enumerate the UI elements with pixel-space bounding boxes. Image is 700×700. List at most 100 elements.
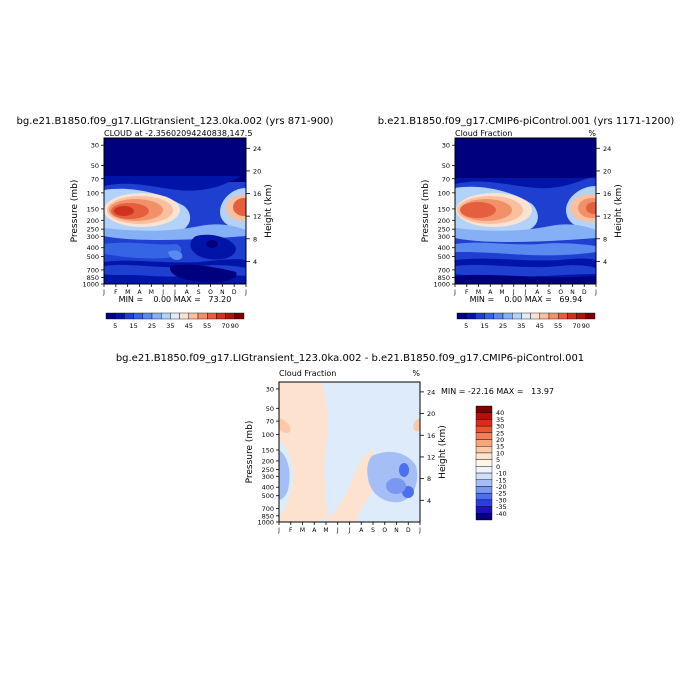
colorbar-label: 30 bbox=[496, 423, 504, 431]
colorbar-swatch bbox=[188, 312, 199, 320]
panel-a-top-band bbox=[104, 138, 246, 176]
pressure-tick-label: 250 bbox=[262, 466, 274, 474]
panel-b-upper-boundary bbox=[455, 176, 596, 189]
pressure-tick-label: 70 bbox=[266, 418, 274, 426]
month-tick-label: J bbox=[418, 527, 421, 534]
panel-a-mid-dark-core bbox=[206, 240, 218, 248]
height-tick-label: 8 bbox=[253, 235, 257, 243]
month-tick-label: J bbox=[102, 289, 105, 296]
colorbar-swatch bbox=[475, 425, 493, 434]
panel-a-mid-blob-1 bbox=[104, 242, 182, 259]
colorbar-label: 5 bbox=[496, 456, 500, 464]
colorbar-swatch bbox=[484, 312, 495, 320]
pressure-tick-label: 700 bbox=[438, 266, 450, 274]
colorbar-swatch bbox=[576, 312, 586, 320]
colorbar-swatch bbox=[475, 405, 493, 413]
height-tick-label: 20 bbox=[253, 167, 261, 175]
colorbar-label: 55 bbox=[203, 322, 211, 330]
month-tick-label: N bbox=[394, 527, 399, 534]
colorbar-swatch bbox=[206, 312, 217, 320]
colorbar-swatch bbox=[456, 312, 467, 320]
panel-difference: bg.e21.B1850.f09_g17.LIGtransient_123.0k… bbox=[116, 353, 584, 534]
panel-b-surface-dark bbox=[455, 274, 596, 284]
height-tick-label: 12 bbox=[427, 453, 435, 461]
colorbar-label: 55 bbox=[554, 322, 562, 330]
colorbar-label: 15 bbox=[496, 443, 504, 451]
pressure-tick-label: 1000 bbox=[257, 519, 274, 527]
panel-b-colorbar: 5 15 25 35 45 55 70 90 bbox=[456, 312, 596, 330]
month-tick-label: A bbox=[535, 289, 540, 296]
month-tick-label: S bbox=[371, 527, 375, 534]
panel-b-plot-area bbox=[455, 138, 596, 284]
month-tick-label: J bbox=[512, 289, 515, 296]
panel-c-pos-left-top bbox=[279, 418, 291, 433]
colorbar-label: 35 bbox=[496, 416, 504, 424]
colorbar-label: 45 bbox=[536, 322, 544, 330]
colorbar-swatch bbox=[475, 472, 493, 480]
panel-c-units: % bbox=[412, 369, 420, 378]
height-tick-label: 24 bbox=[603, 145, 611, 153]
colorbar-label: -30 bbox=[496, 496, 507, 504]
colorbar-swatch bbox=[475, 419, 493, 427]
panel-c-subtitle: Cloud Fraction bbox=[279, 369, 336, 378]
month-tick-label: J bbox=[453, 289, 456, 296]
pressure-tick-label: 500 bbox=[438, 253, 450, 261]
colorbar-swatch bbox=[124, 312, 134, 320]
pressure-tick-label: 30 bbox=[91, 142, 99, 150]
panel-b-pressure-label: Pressure (mb) bbox=[421, 180, 431, 243]
colorbar-swatch bbox=[114, 312, 125, 320]
colorbar-label: 25 bbox=[496, 429, 504, 437]
pressure-tick-label: 850 bbox=[262, 512, 274, 520]
pressure-tick-label: 30 bbox=[266, 385, 274, 393]
pressure-tick-label: 1000 bbox=[82, 281, 99, 289]
month-tick-label: O bbox=[208, 289, 213, 296]
pressure-tick-label: 850 bbox=[87, 274, 99, 282]
colorbar-swatch bbox=[475, 513, 493, 521]
month-tick-label: A bbox=[359, 527, 364, 534]
colorbar-swatch bbox=[475, 486, 493, 494]
panel-b-stats: MIN = 0.00 MAX = 69.94 bbox=[470, 295, 583, 304]
colorbar-label: 70 bbox=[572, 322, 580, 330]
pressure-tick-label: 150 bbox=[262, 447, 274, 455]
colorbar-label: 25 bbox=[499, 322, 507, 330]
colorbar-label: 15 bbox=[129, 322, 137, 330]
colorbar-label: -10 bbox=[496, 470, 507, 478]
panel-a-light-spot bbox=[168, 250, 183, 260]
panel-b-mid-blob bbox=[455, 242, 596, 256]
panel-b-subtitle: Cloud Fraction bbox=[455, 129, 512, 138]
pressure-tick-label: 70 bbox=[442, 175, 450, 183]
colorbar-label: 15 bbox=[480, 322, 488, 330]
pressure-tick-label: 150 bbox=[87, 205, 99, 213]
colorbar-swatch bbox=[512, 312, 522, 320]
pressure-tick-label: 100 bbox=[438, 189, 450, 197]
pressure-tick-label: 200 bbox=[438, 217, 450, 225]
pressure-tick-label: 250 bbox=[438, 226, 450, 234]
panel-b-mid-light bbox=[455, 224, 596, 242]
panel-c-plot-area bbox=[279, 382, 420, 522]
panel-b-high-cloud-d bbox=[460, 202, 496, 218]
colorbar-swatch bbox=[493, 312, 504, 320]
month-tick-label: J bbox=[348, 527, 351, 534]
colorbar-swatch bbox=[179, 312, 190, 320]
month-tick-label: M bbox=[149, 289, 154, 296]
month-tick-label: A bbox=[488, 289, 493, 296]
month-tick-label: M bbox=[125, 289, 130, 296]
panel-b-low-band bbox=[455, 264, 596, 277]
pressure-tick-label: 400 bbox=[87, 244, 99, 252]
colorbar-swatch bbox=[216, 312, 226, 320]
pressure-tick-label: 400 bbox=[438, 244, 450, 252]
colorbar-swatch bbox=[475, 459, 493, 467]
height-tick-label: 24 bbox=[253, 145, 261, 153]
colorbar-label: 25 bbox=[148, 322, 156, 330]
panel-b-height-label: Height (km) bbox=[614, 184, 624, 238]
pressure-tick-label: 100 bbox=[87, 189, 99, 197]
pressure-tick-label: 700 bbox=[262, 505, 274, 513]
colorbar-swatch bbox=[142, 312, 153, 320]
colorbar-swatch bbox=[197, 312, 208, 320]
month-tick-label: A bbox=[137, 289, 142, 296]
pressure-tick-label: 200 bbox=[262, 457, 274, 465]
panel-c-pressure-label: Pressure (mb) bbox=[245, 421, 255, 484]
month-tick-label: F bbox=[465, 289, 469, 296]
colorbar-label: 35 bbox=[166, 322, 174, 330]
month-tick-label: O bbox=[382, 527, 387, 534]
